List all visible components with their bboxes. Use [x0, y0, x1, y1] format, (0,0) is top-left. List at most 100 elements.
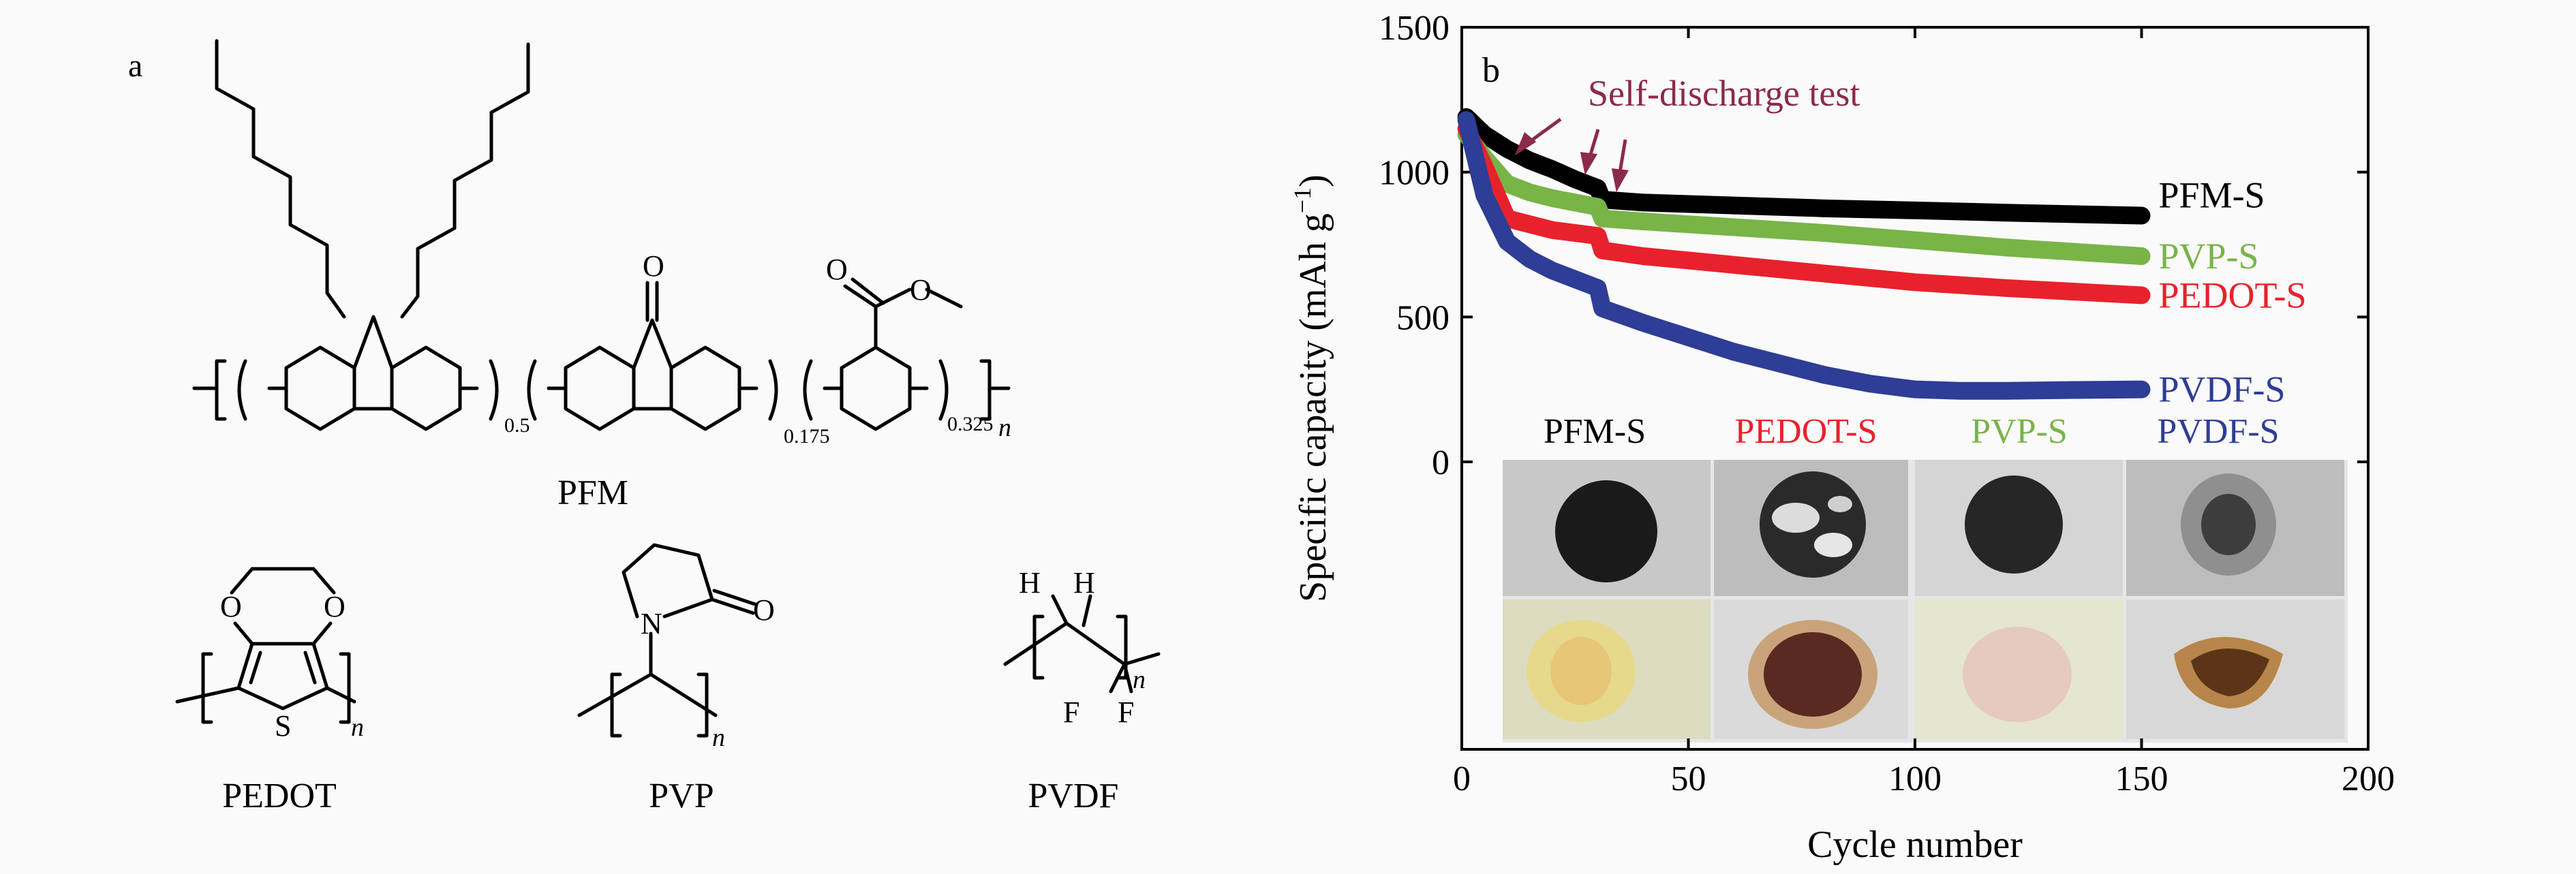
- data-point: [1595, 210, 1610, 226]
- series-label-pvdf-s: PVDF-S: [2159, 369, 2286, 410]
- panel-a: a: [128, 39, 1161, 815]
- data-point: [1817, 266, 1832, 281]
- data-point: [2134, 287, 2149, 303]
- pfm-ester-carbonyl-oxygen: O: [826, 253, 848, 286]
- data-point: [1499, 141, 1515, 157]
- pfm-alkyl-chain-2: [400, 42, 530, 319]
- photo-label-pedot-s: PEDOT-S: [1734, 412, 1877, 451]
- data-point: [1545, 161, 1560, 177]
- pfm-subscript-2: 0.175: [784, 425, 830, 448]
- pvdf-hydrogen-1: H: [1019, 566, 1041, 599]
- pedot-structure: [175, 567, 356, 724]
- data-point: [1636, 315, 1651, 330]
- data-point: [1545, 190, 1560, 206]
- y-tick-label: 1000: [1379, 154, 1450, 193]
- data-point: [1998, 240, 2013, 255]
- pvp-structure: [577, 543, 757, 738]
- pvdf-subscript-n: n: [1133, 666, 1146, 694]
- pfm-subscript-3: 0.325: [947, 413, 994, 435]
- data-point: [1817, 367, 1832, 383]
- data-point: [1726, 344, 1741, 360]
- data-point: [1726, 257, 1741, 272]
- data-point: [1567, 172, 1583, 187]
- data-point: [1567, 225, 1583, 240]
- data-point: [1590, 280, 1606, 296]
- pfm-fluorene-bridge: [352, 315, 394, 370]
- pvdf-name: PVDF: [1028, 777, 1119, 815]
- data-point: [1522, 217, 1537, 232]
- pedot-oxygen-2: O: [324, 590, 346, 623]
- self-discharge-arrows: [1514, 117, 1629, 193]
- data-point: [1907, 202, 1922, 218]
- pvdf-fluorine-2: F: [1118, 696, 1134, 729]
- pvdf-fluorine-1: F: [1063, 696, 1079, 729]
- pfm-benzoate-ring: [840, 345, 912, 431]
- series-label-pvp-s: PVP-S: [2159, 236, 2259, 277]
- data-point: [1907, 275, 1922, 290]
- x-tick-label: 100: [1888, 760, 1942, 798]
- data-point: [1545, 263, 1560, 279]
- x-axis-label: Cycle number: [1807, 824, 2023, 866]
- data-point: [1817, 200, 1832, 216]
- pedot-subscript-n: n: [351, 713, 364, 742]
- data-point: [1636, 195, 1651, 210]
- pfm-subscript-1: 0.5: [504, 414, 530, 437]
- data-point: [1590, 181, 1606, 196]
- y-tick-label: 500: [1396, 298, 1450, 337]
- pfm-subscript-n: n: [998, 413, 1011, 442]
- data-point: [2066, 382, 2081, 398]
- pfm-structure: [192, 39, 1011, 431]
- data-point: [1636, 249, 1651, 264]
- data-point: [1590, 199, 1606, 215]
- data-point: [1726, 219, 1741, 235]
- data-point: [2134, 381, 2149, 397]
- data-point: [1952, 383, 1968, 399]
- pvp-nitrogen: N: [641, 607, 662, 640]
- data-point: [1545, 222, 1560, 238]
- x-tick-label: 150: [2115, 760, 2168, 798]
- pvdf-structure: [1003, 594, 1161, 693]
- axis-ticks: 0 50 100 150 200 0 500 1000 1500: [1379, 9, 2395, 798]
- data-point: [1998, 280, 2013, 296]
- pfm-alkyl-chain-1: [215, 39, 346, 319]
- data-point: [1522, 185, 1537, 200]
- data-point: [1477, 187, 1492, 203]
- pfm-ketone-oxygen: O: [643, 249, 664, 283]
- pedot-sulfur: S: [275, 709, 291, 743]
- data-point: [1771, 356, 1787, 371]
- data-point: [1522, 153, 1537, 168]
- data-point: [1998, 205, 2013, 221]
- data-point: [1499, 176, 1515, 191]
- data-point: [1567, 272, 1583, 287]
- pfm-ester-oxygen: O: [910, 273, 932, 307]
- panel-b-label: b: [1482, 51, 1500, 90]
- series-label-pedot-s: PEDOT-S: [2159, 275, 2307, 315]
- data-point: [1907, 381, 1922, 397]
- panel-b: PFM-S PEDOT-S PVP-S PVDF-S 0 50 100 150 2000…: [1289, 9, 2395, 866]
- data-point: [2134, 249, 2149, 264]
- self-discharge-annotation: Self-discharge test: [1588, 73, 1860, 114]
- pvp-name: PVP: [649, 777, 714, 815]
- data-point: [1907, 232, 1922, 248]
- data-point: [1522, 251, 1537, 267]
- pedot-name: PEDOT: [222, 777, 337, 815]
- data-point: [2134, 208, 2149, 223]
- data-point: [1595, 300, 1610, 316]
- y-axis-label: Specific capacity (mAh g−1): [1289, 174, 1334, 602]
- data-point: [1681, 330, 1696, 345]
- photo-pedot-s: [1714, 460, 1908, 739]
- series-layer: [1457, 108, 2151, 400]
- data-point: [1458, 112, 1474, 128]
- photo-pvdf-s: [2126, 460, 2344, 739]
- y-tick-label: 0: [1432, 443, 1450, 482]
- data-point: [1998, 383, 2013, 399]
- pedot-oxygen-1: O: [220, 590, 242, 623]
- photo-pfm-s: [1503, 460, 1711, 739]
- photo-pvp-s: [1915, 460, 2123, 739]
- data-point: [1590, 228, 1606, 244]
- data-point: [1726, 198, 1741, 213]
- pvdf-hydrogen-2: H: [1073, 566, 1095, 599]
- pvp-oxygen: O: [753, 593, 775, 627]
